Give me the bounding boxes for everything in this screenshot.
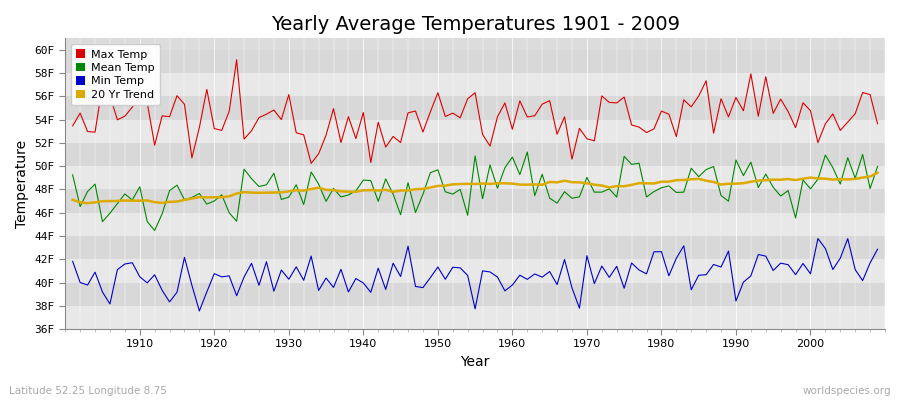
Bar: [65, 236, 885, 259]
Title: Yearly Average Temperatures 1901 - 2009: Yearly Average Temperatures 1901 - 2009: [271, 15, 680, 34]
Bar: [65, 143, 885, 166]
Text: worldspecies.org: worldspecies.org: [803, 386, 891, 396]
Bar: [65, 259, 885, 282]
Bar: [65, 166, 885, 190]
Bar: [65, 120, 885, 143]
Bar: [65, 73, 885, 96]
Bar: [65, 213, 885, 236]
Bar: [65, 282, 885, 306]
Text: Latitude 52.25 Longitude 8.75: Latitude 52.25 Longitude 8.75: [9, 386, 166, 396]
Legend: Max Temp, Mean Temp, Min Temp, 20 Yr Trend: Max Temp, Mean Temp, Min Temp, 20 Yr Tre…: [71, 44, 160, 106]
Bar: [65, 96, 885, 120]
Bar: [65, 306, 885, 329]
Bar: [65, 190, 885, 213]
Y-axis label: Temperature: Temperature: [15, 140, 29, 228]
X-axis label: Year: Year: [461, 355, 490, 369]
Bar: [65, 50, 885, 73]
